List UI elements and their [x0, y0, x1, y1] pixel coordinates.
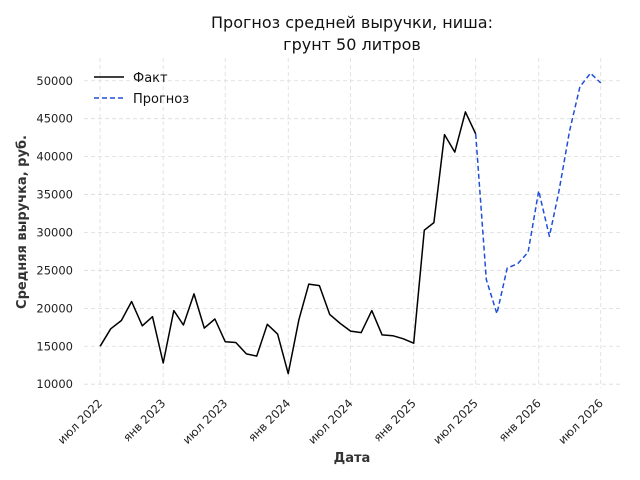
- y-tick-label-7: 45000: [36, 112, 73, 126]
- x-axis-label: Дата: [334, 451, 371, 466]
- x-tick-label-1: янв 2023: [120, 396, 168, 444]
- x-tick-label-2: июл 2023: [180, 396, 231, 447]
- y-tick-label-5: 35000: [36, 188, 73, 202]
- y-tick-label-1: 15000: [36, 339, 73, 353]
- legend: Факт Прогноз: [94, 71, 189, 107]
- y-tick-label-3: 25000: [36, 263, 73, 277]
- x-tick-label-8: июл 2026: [555, 396, 606, 447]
- y-tick-label-8: 50000: [36, 74, 73, 88]
- legend-label-fact: Факт: [133, 71, 168, 86]
- x-axis-ticks: июл 2022 янв 2023 июл 2023 янв 2024 июл 2024…: [55, 396, 606, 447]
- x-tick-label-7: янв 2026: [496, 396, 544, 444]
- y-tick-label-6: 40000: [36, 150, 73, 164]
- y-axis-ticks: 10000 15000 20000 25000 30000 35000 40000 45000…: [36, 74, 73, 391]
- y-tick-label-2: 20000: [36, 301, 73, 315]
- y-axis-label: Средняя выручка, руб.: [15, 135, 30, 309]
- chart-title-line-1: Прогноз средней выручки, ниша:: [211, 13, 493, 32]
- x-tick-label-0: июл 2022: [55, 396, 106, 447]
- x-tick-label-3: янв 2024: [245, 396, 293, 444]
- series-line-forecast: [474, 72, 602, 315]
- grid: [84, 58, 622, 388]
- x-tick-label-6: июл 2025: [430, 396, 481, 447]
- x-tick-label-4: июл 2024: [305, 396, 356, 447]
- series-line-fact: [99, 111, 477, 375]
- x-tick-label-5: янв 2025: [371, 396, 419, 444]
- series: [99, 72, 602, 375]
- y-tick-label-4: 30000: [36, 225, 73, 239]
- legend-label-forecast: Прогноз: [133, 92, 189, 107]
- y-tick-label-0: 10000: [36, 377, 73, 391]
- chart-title-line-2: грунт 50 литров: [283, 35, 421, 54]
